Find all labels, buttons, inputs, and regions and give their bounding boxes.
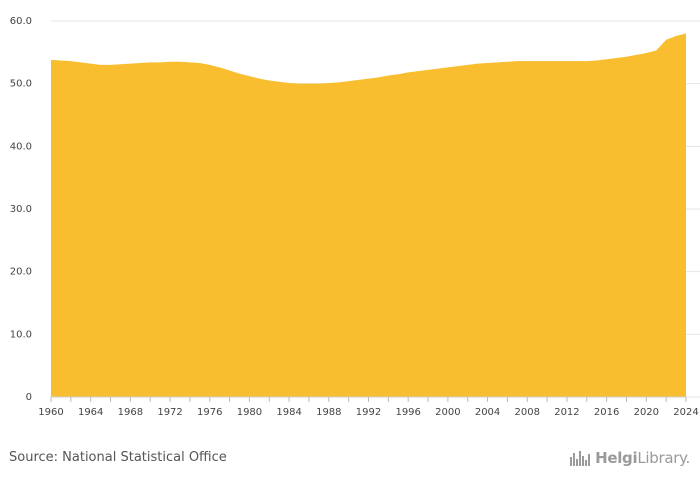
brand-name: Helgi (595, 449, 638, 467)
x-tick-label: 1976 (197, 407, 222, 418)
series-area (51, 33, 686, 397)
source-text: Source: National Statistical Office (9, 450, 227, 465)
y-tick-label: 40.0 (10, 141, 32, 152)
x-tick-label: 2024 (673, 407, 698, 418)
x-tick-label: 2012 (554, 407, 579, 418)
x-tick-label: 1972 (157, 407, 182, 418)
x-tick-label: 2008 (515, 407, 540, 418)
y-tick-label: 30.0 (10, 204, 32, 215)
x-axis: 1960 1964 1968 1972 1976 1980 1984 1988 1992 1996… (38, 396, 699, 418)
x-tick-label: 1968 (118, 407, 143, 418)
x-tick-label: 2016 (594, 407, 619, 418)
y-axis: 0 10.0 20.0 30.0 40.0 50.0 60.0 (10, 16, 32, 403)
x-tick-label: 1964 (78, 407, 103, 418)
x-tick-label: 2020 (634, 407, 659, 418)
x-tick-label: 1980 (237, 407, 262, 418)
area-chart: 1960 1964 1968 1972 1976 1980 1984 1988 1992 1996… (10, 16, 700, 418)
x-tick-label: 1984 (276, 407, 301, 418)
x-tick-label: 2004 (475, 407, 500, 418)
x-tick-label: 1992 (356, 407, 381, 418)
x-tick-label: 1960 (38, 407, 63, 418)
brand-logo: Helgi Library. (569, 449, 690, 467)
y-tick-label: 50.0 (10, 79, 32, 90)
brand-suffix: Library. (637, 449, 690, 467)
y-tick-label: 10.0 (10, 329, 32, 340)
y-tick-label: 0 (26, 392, 32, 403)
x-tick-label: 1996 (395, 407, 420, 418)
y-tick-label: 60.0 (10, 16, 32, 27)
y-tick-label: 20.0 (10, 267, 32, 278)
x-tick-label: 1988 (316, 407, 341, 418)
x-tick-label: 2000 (435, 407, 460, 418)
city-skyline-icon (570, 451, 591, 466)
